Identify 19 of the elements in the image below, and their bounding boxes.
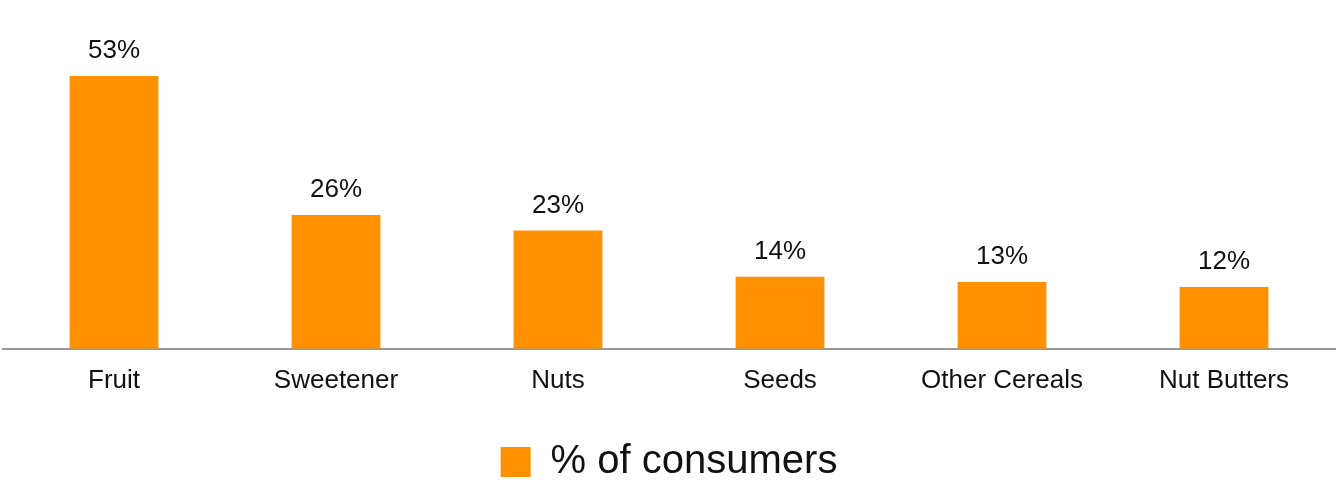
data-label: 53% [87,34,141,65]
data-label: 12% [1197,245,1251,276]
bar [735,276,825,349]
x-tick-label: Nut Butters [1158,363,1290,394]
x-tick-label: Other Cereals [921,363,1083,394]
data-label: 23% [531,188,585,219]
bar [1179,287,1269,349]
bar [957,281,1047,349]
legend-label: % of consumers [550,437,838,482]
data-label: 13% [975,240,1029,271]
x-tick-label: Fruit [88,363,141,394]
bar [69,76,159,349]
bar [513,230,603,349]
bar [291,214,381,349]
data-label: 26% [309,173,363,204]
data-label: 14% [753,234,807,265]
x-tick-label: Nuts [531,363,585,394]
x-tick-label: Seeds [743,363,817,394]
x-tick-label: Sweetener [273,363,399,394]
